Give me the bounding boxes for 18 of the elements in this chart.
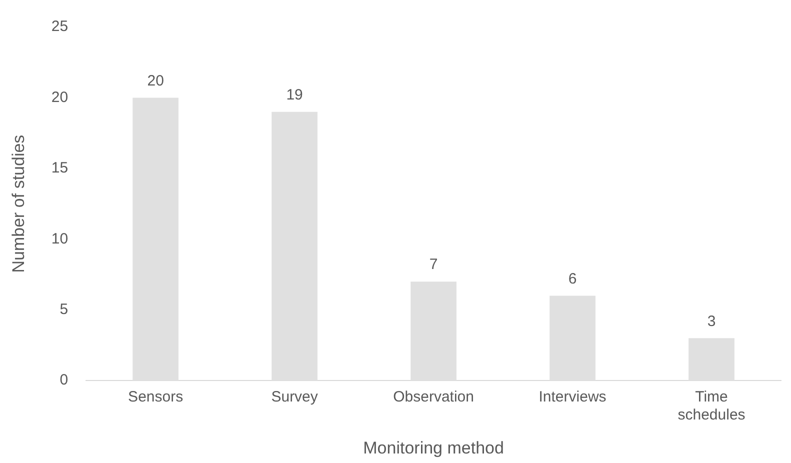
data-label: 19 bbox=[286, 86, 303, 104]
y-tick-label: 20 bbox=[51, 88, 68, 106]
data-label: 6 bbox=[568, 270, 577, 288]
x-tick-label: Time schedules bbox=[678, 388, 746, 424]
y-axis-title: Number of studies bbox=[8, 134, 28, 273]
y-tick-label: 15 bbox=[51, 160, 68, 177]
data-label: 20 bbox=[147, 72, 164, 90]
x-tick-label: Sensors bbox=[128, 388, 184, 406]
y-tick-label: 5 bbox=[60, 301, 68, 318]
x-tick-label: Observation bbox=[393, 388, 474, 406]
y-tick-label: 25 bbox=[51, 18, 68, 36]
x-tick-label: Interviews bbox=[538, 388, 606, 406]
x-axis-title: Monitoring method bbox=[363, 438, 504, 458]
data-label: 7 bbox=[429, 256, 438, 274]
y-tick-label: 0 bbox=[60, 372, 68, 389]
data-label: 3 bbox=[707, 312, 716, 330]
x-tick-label: Survey bbox=[271, 388, 318, 406]
y-tick-label: 10 bbox=[51, 230, 68, 248]
